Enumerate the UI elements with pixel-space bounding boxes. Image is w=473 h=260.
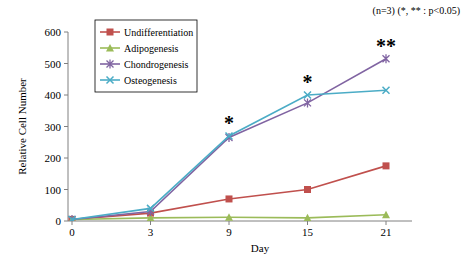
y-tick-label: 300 (45, 121, 62, 133)
x-tick-label: 3 (148, 226, 154, 238)
legend-label: Osteogenesis (124, 75, 177, 86)
series-line (72, 166, 386, 220)
x-axis (68, 221, 412, 222)
chart: (n=3) (*, ** : p<0.05) 0 100 200 300 400 500 60… (0, 0, 473, 260)
annotation: ** (376, 35, 396, 57)
data-point (304, 186, 311, 193)
legend-marker (107, 60, 114, 69)
y-tick (64, 189, 68, 190)
x-tick (150, 221, 151, 225)
x-tick-label: 15 (302, 226, 314, 238)
legend-label: Adipogenesis (124, 43, 179, 54)
data-point (147, 205, 154, 212)
legend-box (95, 20, 197, 92)
data-point (69, 216, 76, 221)
annotation: * (303, 71, 313, 93)
data-point (304, 98, 311, 107)
x-tick (386, 221, 387, 225)
y-tick-label: 0 (56, 215, 62, 227)
subtitle: (n=3) (*, ** : p<0.05) (373, 5, 460, 17)
data-point (382, 211, 390, 219)
data-point (383, 87, 390, 94)
x-tick (72, 221, 73, 225)
y-tick-label: 200 (45, 152, 62, 164)
data-point (226, 133, 233, 142)
legend-marker (106, 44, 114, 52)
y-tick (64, 221, 68, 222)
y-tick-label: 600 (45, 26, 62, 38)
data-point (226, 195, 233, 202)
legend-marker (107, 77, 114, 84)
annotation: * (224, 112, 234, 134)
y-tick-label: 500 (45, 58, 62, 70)
data-point (69, 215, 76, 221)
y-tick-label: 400 (45, 89, 62, 101)
x-tick-label: 9 (226, 226, 232, 238)
y-tick (64, 158, 68, 159)
data-point (383, 162, 390, 169)
x-tick-label: 21 (381, 226, 392, 238)
y-axis-label: Relative Cell Number (16, 78, 28, 175)
series-line (72, 90, 386, 219)
legend-label: Chondrogenesis (124, 59, 189, 70)
x-axis-label: Day (251, 242, 270, 254)
x-tick (307, 221, 308, 225)
y-tick-label: 100 (45, 184, 62, 196)
legend-marker (107, 29, 114, 36)
y-tick (64, 126, 68, 127)
x-tick (229, 221, 230, 225)
y-tick (64, 32, 68, 33)
legend: Undifferentiation Adipogenesis Chondrogene… (95, 20, 197, 92)
plot-area (68, 54, 390, 221)
y-tick (64, 95, 68, 96)
data-point (225, 213, 233, 221)
data-point (304, 214, 312, 221)
data-point (68, 215, 76, 221)
y-tick (64, 63, 68, 64)
legend-label: Undifferentiation (124, 27, 193, 38)
x-tick-label: 0 (69, 226, 75, 238)
